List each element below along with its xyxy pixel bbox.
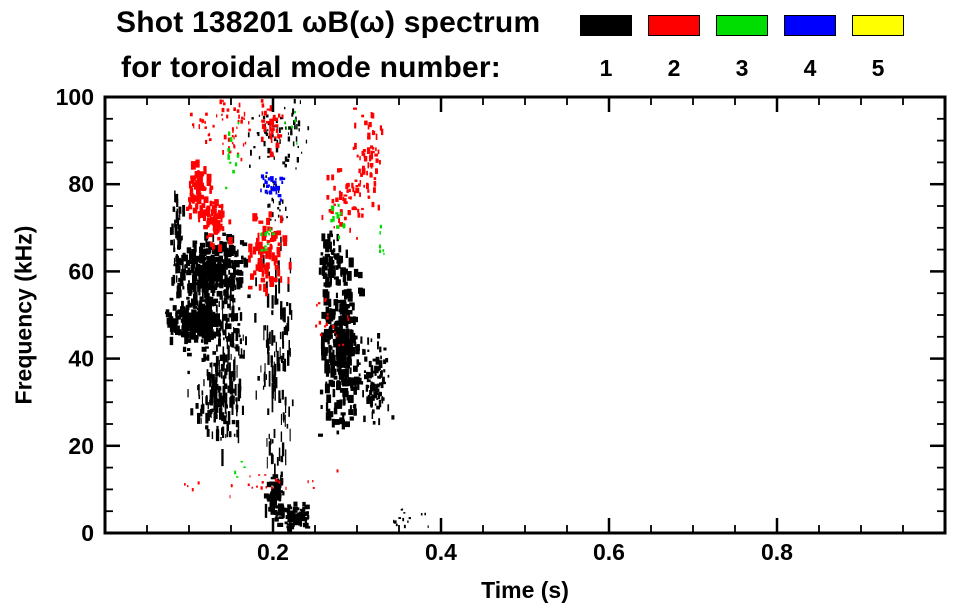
y-tick-label: 0 — [81, 520, 94, 546]
legend-number-2: 2 — [667, 55, 681, 81]
scatter-points — [165, 98, 429, 532]
chart-subtitle: for toroidal mode number: — [121, 51, 501, 84]
cluster-mode-1 — [169, 190, 186, 286]
legend-swatch-mode-4 — [784, 15, 836, 36]
cluster-mode-1 — [356, 333, 395, 426]
y-tick-label: 80 — [68, 171, 94, 197]
chart-title: Shot 138201 ωB(ω) spectrum — [116, 6, 541, 39]
x-axis-label: Time (s) — [481, 577, 569, 603]
cluster-mode-1 — [318, 249, 365, 437]
cluster-mode-4 — [260, 171, 286, 202]
cluster-mode-2 — [315, 298, 350, 347]
y-tick-label: 60 — [68, 258, 94, 284]
y-tick-label: 100 — [56, 84, 94, 110]
cluster-mode-1 — [177, 234, 249, 297]
legend-number-5: 5 — [871, 55, 885, 81]
cluster-mode-2 — [189, 99, 229, 144]
cluster-mode-3 — [379, 224, 385, 256]
legend-swatches — [580, 15, 904, 36]
cluster-mode-1 — [277, 501, 311, 532]
legend-swatch-mode-5 — [852, 15, 904, 36]
cluster-mode-3 — [330, 203, 346, 240]
x-tick-label: 0.6 — [593, 539, 625, 565]
cluster-mode-3 — [284, 110, 298, 145]
legend-numbers: 1 2 3 4 5 — [580, 55, 904, 82]
legend-swatch-mode-3 — [716, 15, 768, 36]
cluster-mode-1 — [214, 252, 244, 467]
cluster-mode-2 — [321, 168, 364, 240]
x-tick-label: 0.8 — [761, 539, 793, 565]
cluster-mode-2 — [221, 99, 251, 162]
cluster-mode-2 — [201, 199, 233, 252]
axis-ticks — [105, 95, 945, 535]
legend-number-3: 3 — [735, 55, 749, 81]
cluster-mode-1 — [318, 230, 344, 287]
y-tick-label: 40 — [68, 346, 94, 372]
legend-number-4: 4 — [803, 55, 817, 81]
y-axis-label: Frequency (kHz) — [10, 225, 37, 405]
cluster-mode-2 — [186, 159, 214, 223]
cluster-mode-1 — [393, 508, 429, 529]
legend-swatch-mode-1 — [580, 15, 632, 36]
cluster-mode-2 — [184, 469, 339, 499]
cluster-mode-3 — [234, 460, 246, 478]
legend-number-1: 1 — [599, 55, 613, 81]
y-tick-label: 20 — [68, 433, 94, 459]
x-tick-label: 0.2 — [257, 539, 289, 565]
cluster-mode-3 — [225, 122, 240, 190]
tick-labels: 0.2 0.4 0.6 0.8 0 20 40 60 80 100 — [56, 84, 794, 565]
cluster-mode-1 — [166, 300, 220, 343]
x-tick-label: 0.4 — [425, 539, 457, 565]
cluster-mode-3 — [260, 227, 275, 252]
legend-swatch-mode-2 — [648, 15, 700, 36]
cluster-mode-2 — [247, 211, 292, 297]
cluster-mode-2 — [352, 107, 384, 211]
